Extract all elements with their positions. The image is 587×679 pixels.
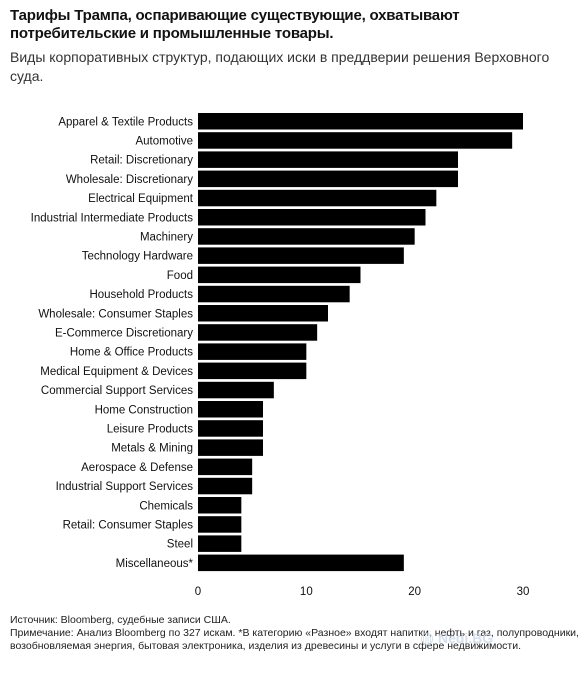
x-axis-ticks: 0 10 20 30 [195, 586, 530, 598]
bar-label: Commercial Support Services [41, 385, 193, 397]
x-tick-label: 30 [517, 586, 530, 598]
bar [198, 170, 458, 188]
bar [198, 247, 404, 264]
bar [198, 420, 263, 437]
bar-label: Wholesale: Discretionary [66, 174, 193, 186]
methodology-note: Примечание: Анализ Bloomberg по 327 иска… [10, 627, 579, 653]
bar-label: Leisure Products [107, 423, 194, 435]
bar [198, 113, 523, 130]
bar [198, 209, 426, 226]
bars-layer: Apparel & Textile Products Automotive Reta… [31, 113, 523, 572]
bar [198, 535, 242, 552]
bar-label: Wholesale: Consumer Staples [38, 308, 193, 320]
bar-label: Apparel & Textile Products [58, 116, 193, 128]
bar-label: Household Products [89, 289, 193, 301]
chart-footer: Источник: Bloomberg, судебные записи США… [10, 614, 580, 654]
bar [198, 324, 318, 341]
bar [198, 477, 253, 495]
chart-subtitle: Виды корпоративных структур, подающих ис… [10, 49, 550, 84]
bar-label: Aerospace & Defense [81, 462, 193, 474]
chart-title: Тарифы Трампа, оспаривающие существующие… [10, 7, 460, 42]
bar-label: Technology Hardware [82, 251, 193, 263]
bar-label: Industrial Intermediate Products [31, 212, 194, 224]
bar [198, 516, 242, 533]
bar [198, 266, 361, 284]
watermark: ◍ Nedi.BG [420, 628, 493, 648]
bar [198, 151, 458, 168]
bar [198, 401, 263, 418]
bar-label: Food [167, 270, 193, 282]
bar-chart: Apparel & Textile Products Automotive Reta… [31, 113, 530, 598]
x-tick-label: 20 [408, 586, 421, 598]
bar [198, 381, 274, 399]
bar [198, 458, 253, 476]
bar [198, 132, 513, 149]
bar-label: Miscellaneous* [116, 558, 194, 570]
bar-label: Chemicals [139, 500, 193, 512]
bar-label: Retail: Discretionary [90, 155, 193, 167]
watermark-text: Nedi.BG [437, 630, 494, 646]
globe-icon: ◍ [420, 630, 434, 647]
bar [198, 554, 404, 572]
bar-label: Home & Office Products [70, 347, 193, 359]
bar-label: Industrial Support Services [56, 481, 194, 493]
bar-label: Medical Equipment & Devices [40, 366, 193, 378]
bar-label: Steel [167, 539, 193, 551]
bar [198, 497, 242, 514]
bar-label: Automotive [135, 135, 193, 147]
bar-label: Retail: Consumer Staples [63, 519, 194, 531]
source-note: Источник: Bloomberg, судебные записи США… [10, 614, 231, 626]
bar-label: Machinery [140, 231, 193, 243]
bar [198, 228, 415, 245]
bar-label: E-Commerce Discretionary [55, 327, 193, 339]
bar-label: Metals & Mining [111, 443, 193, 455]
bar [198, 439, 263, 456]
bar [198, 305, 328, 322]
bar-label: Electrical Equipment [88, 193, 194, 205]
bar [198, 362, 307, 380]
bar [198, 285, 350, 303]
bar [198, 343, 307, 360]
bar [198, 189, 437, 207]
x-tick-label: 10 [300, 586, 313, 598]
x-tick-label: 0 [195, 586, 201, 598]
bar-label: Home Construction [95, 404, 193, 416]
